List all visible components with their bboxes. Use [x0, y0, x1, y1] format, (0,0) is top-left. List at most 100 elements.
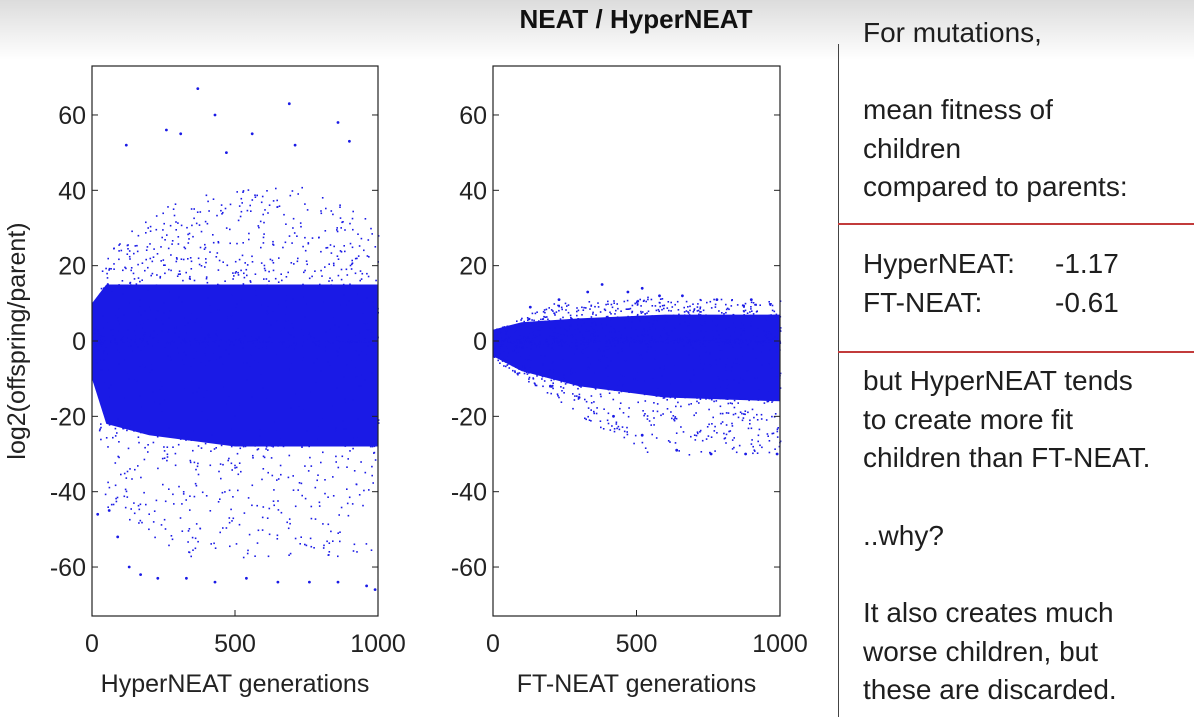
scatter-point: [246, 351, 249, 354]
scatter-point: [106, 277, 109, 279]
scatter-point: [341, 455, 344, 458]
scatter-point: [134, 329, 137, 331]
scatter-point: [208, 335, 211, 338]
scatter-point: [279, 464, 282, 467]
scatter-point: [336, 336, 339, 338]
scatter-point: [111, 291, 114, 293]
scatter-point: [149, 309, 151, 311]
scatter-point: [196, 341, 199, 343]
scatter-point: [192, 235, 194, 238]
scatter-point: [129, 340, 132, 342]
scatter-point: [329, 341, 331, 343]
scatter-point: [240, 210, 243, 213]
scatter-point: [301, 186, 303, 189]
scatter-point: [114, 462, 117, 464]
scatter-point: [107, 330, 109, 333]
scatter-point: [125, 330, 127, 333]
scatter-point: [333, 345, 335, 348]
scatter-point: [363, 323, 366, 326]
scatter-point: [296, 339, 298, 342]
scatter-point: [334, 336, 337, 339]
scatter-point: [190, 342, 193, 344]
scatter-point: [268, 270, 270, 273]
scatter-point: [130, 295, 133, 298]
scatter-point: [227, 320, 230, 323]
scatter-point: [217, 361, 219, 364]
scatter-point: [255, 290, 257, 292]
scatter-point: [372, 385, 375, 388]
scatter-point: [288, 235, 291, 237]
scatter-point: [107, 446, 109, 448]
scatter-point: [149, 387, 152, 390]
scatter-point: [264, 342, 267, 344]
scatter-point: [139, 428, 142, 431]
scatter-point: [157, 319, 159, 321]
scatter-point: [328, 263, 330, 265]
scatter-point: [304, 269, 306, 272]
scatter-point: [244, 262, 246, 264]
scatter-point: [101, 314, 104, 316]
scatter-point: [314, 285, 316, 288]
scatter-point: [231, 407, 234, 409]
scatter-point: [194, 547, 197, 550]
scatter-point: [372, 326, 374, 329]
scatter-point: [220, 477, 222, 480]
scatter-point: [110, 503, 113, 506]
scatter-point: [190, 555, 192, 558]
scatter-point: [294, 344, 297, 346]
scatter-point: [359, 344, 362, 347]
scatter-point: [94, 323, 97, 326]
scatter-point: [195, 484, 198, 487]
scatter-point: [200, 326, 202, 328]
scatter-point: [148, 385, 151, 387]
y-tick-label: -60: [50, 554, 86, 582]
scatter-point: [192, 346, 195, 349]
scatter-point: [277, 445, 279, 447]
scatter-point: [204, 351, 206, 354]
scatter-point: [239, 337, 241, 339]
scatter-point: [151, 331, 154, 333]
scatter-point: [259, 220, 262, 223]
scatter-point: [203, 300, 205, 303]
scatter-point: [116, 318, 119, 321]
scatter-point: [256, 448, 259, 451]
scatter-point: [113, 263, 115, 265]
scatter-point: [339, 370, 342, 373]
scatter-point: [187, 258, 189, 260]
scatter-point: [186, 332, 189, 334]
scatter-point: [331, 279, 333, 282]
scatter-point: [138, 428, 141, 431]
scatter-point: [175, 260, 178, 263]
scatter-point: [235, 271, 237, 273]
scatter-point: [254, 338, 256, 341]
scatter-point: [206, 344, 208, 346]
scatter-point: [218, 372, 221, 374]
scatter-point: [322, 523, 324, 525]
scatter-point: [238, 258, 241, 261]
scatter-point: [317, 287, 319, 289]
scatter-point: [101, 352, 104, 354]
scatter-point: [292, 217, 295, 220]
scatter-point: [360, 461, 362, 463]
scatter-point: [275, 187, 277, 190]
scatter-point: [157, 340, 159, 343]
scatter-point: [144, 366, 146, 368]
scatter-point: [163, 264, 165, 266]
scatter-point: [98, 342, 100, 344]
scatter-point: [276, 534, 279, 537]
scatter-point: [217, 241, 220, 244]
scatter-point: [303, 289, 306, 292]
scatter-point: [340, 227, 342, 229]
scatter-point: [320, 269, 322, 272]
scatter-point: [345, 402, 347, 404]
scatter-point: [367, 322, 370, 324]
scatter-point: [353, 376, 356, 378]
scatter-point: [127, 337, 129, 339]
scatter-point: [318, 236, 320, 239]
scatter-point: [329, 328, 331, 330]
scatter-point: [358, 440, 361, 443]
scatter-point: [232, 517, 235, 520]
scatter-point: [245, 576, 248, 580]
scatter-point: [344, 421, 346, 424]
scatter-point: [293, 232, 296, 234]
